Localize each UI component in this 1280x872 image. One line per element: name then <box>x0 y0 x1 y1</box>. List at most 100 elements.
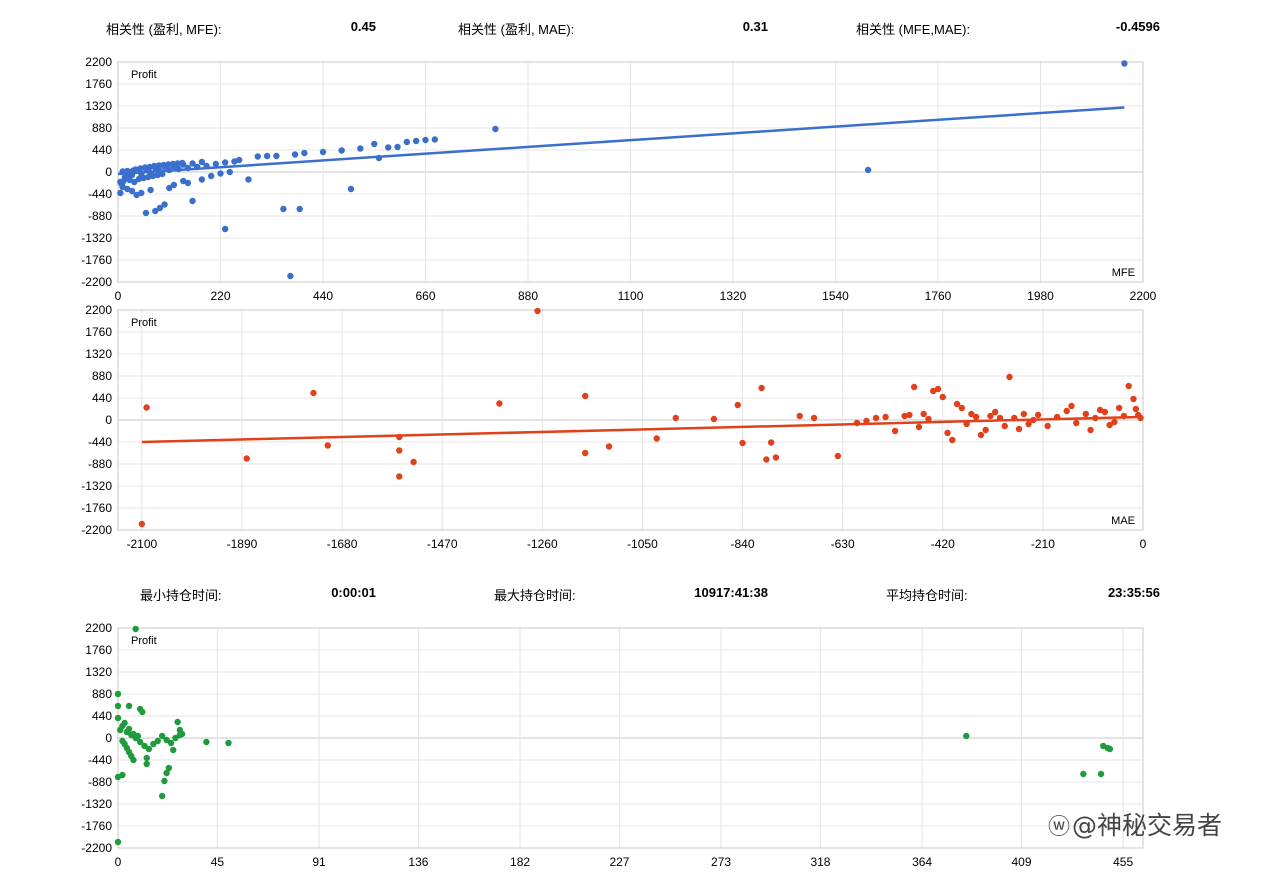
data-point <box>138 520 146 528</box>
data-point <box>1111 418 1118 426</box>
data-point <box>156 204 164 212</box>
trendline <box>141 415 1139 444</box>
data-point <box>1044 422 1051 430</box>
x-tick-label: 91 <box>312 855 326 869</box>
data-point <box>1006 373 1013 381</box>
data-point <box>245 176 252 183</box>
data-point <box>174 160 181 167</box>
data-point <box>394 143 401 151</box>
correlation-stats-row: 相关性 (盈利, MFE): 0.45 相关性 (盈利, MAE): 0.31 … <box>0 19 1280 41</box>
data-point <box>412 137 420 145</box>
y-tick-label: 1320 <box>85 99 112 113</box>
x-tick-label: -210 <box>1031 537 1055 551</box>
data-point <box>672 414 679 422</box>
data-point <box>117 726 124 734</box>
watermark-text: @神秘交易者 <box>1072 811 1223 840</box>
data-point <box>158 732 166 740</box>
data-point <box>1130 395 1137 403</box>
y-tick-label: -440 <box>88 435 112 449</box>
data-point <box>767 439 775 446</box>
x-tick-label: 660 <box>415 289 435 303</box>
x-tick-label: -2100 <box>126 537 157 551</box>
corr-profit-mae-label: 相关性 (盈利, MAE): <box>458 22 575 37</box>
data-point <box>920 410 927 418</box>
x-tick-label: 1100 <box>618 289 644 303</box>
x-tick-label: 1980 <box>1027 289 1054 303</box>
data-point <box>221 225 229 233</box>
y-tick-label: -880 <box>88 775 112 789</box>
data-point <box>403 138 411 146</box>
x-tick-label: -420 <box>931 537 955 551</box>
y-tick-label: -880 <box>88 457 112 471</box>
data-point <box>763 456 770 463</box>
x-tick-label: 364 <box>912 855 932 869</box>
data-point <box>169 160 177 168</box>
data-point <box>221 159 229 166</box>
y-tick-label: -2200 <box>81 275 112 289</box>
data-point <box>132 625 139 633</box>
x-axis-label: MAE <box>1111 515 1135 527</box>
data-point <box>207 172 215 180</box>
x-tick-label: 1540 <box>822 289 849 303</box>
trendline <box>117 106 1125 176</box>
data-point <box>1097 770 1105 778</box>
data-point <box>582 392 589 400</box>
data-point <box>371 140 378 148</box>
y-tick-label: -1320 <box>81 479 112 493</box>
data-point <box>114 690 122 698</box>
data-point <box>1106 421 1113 429</box>
x-tick-label: 0 <box>1140 537 1147 551</box>
y-axis-label: Profit <box>131 635 157 647</box>
data-point <box>161 201 168 208</box>
data-point <box>396 447 403 454</box>
x-tick-label: -630 <box>831 537 855 551</box>
y-tick-label: 1320 <box>85 347 112 361</box>
data-point <box>217 170 224 177</box>
data-point <box>167 739 175 747</box>
plot-frame <box>117 61 1144 283</box>
data-point <box>178 730 186 738</box>
data-point <box>166 184 173 192</box>
data-point <box>891 427 899 435</box>
data-point <box>163 769 170 777</box>
data-point <box>605 443 613 450</box>
x-tick-label: 2200 <box>1130 289 1157 303</box>
y-tick-label: -1760 <box>81 501 112 515</box>
data-point <box>280 205 287 213</box>
data-point <box>243 455 250 462</box>
data-point <box>953 400 961 408</box>
data-point <box>492 125 499 133</box>
data-point <box>1025 420 1032 428</box>
watermark: ⓦ@神秘交易者 <box>1048 806 1222 842</box>
data-point <box>161 777 168 785</box>
data-point <box>1068 402 1075 410</box>
holding-time-stats-row: 最小持仓时间: 0:00:01 最大持仓时间: 10917:41:38 平均持仓… <box>0 585 1280 607</box>
data-point <box>125 702 133 710</box>
data-point <box>958 404 966 412</box>
data-point <box>273 152 280 160</box>
data-point <box>158 792 166 800</box>
data-point <box>198 176 206 183</box>
data-point <box>1082 410 1089 418</box>
y-tick-label: 880 <box>92 121 112 135</box>
x-tick-label: -1680 <box>327 537 358 551</box>
y-tick-label: 880 <box>92 369 112 383</box>
data-point <box>915 423 923 431</box>
data-point <box>347 185 355 193</box>
data-point <box>263 152 271 160</box>
data-point <box>131 178 138 186</box>
y-tick-label: 880 <box>92 687 112 701</box>
data-point <box>653 435 660 442</box>
data-point <box>117 189 124 197</box>
y-tick-label: -1760 <box>81 253 112 267</box>
data-point <box>758 384 765 392</box>
data-point <box>864 166 872 174</box>
data-point <box>410 458 417 466</box>
data-point <box>982 426 989 434</box>
data-point <box>319 148 327 156</box>
data-point <box>143 404 150 411</box>
data-point <box>198 158 206 166</box>
data-point <box>174 718 181 726</box>
x-tick-label: 220 <box>210 289 230 303</box>
y-tick-label: 2200 <box>85 55 112 69</box>
